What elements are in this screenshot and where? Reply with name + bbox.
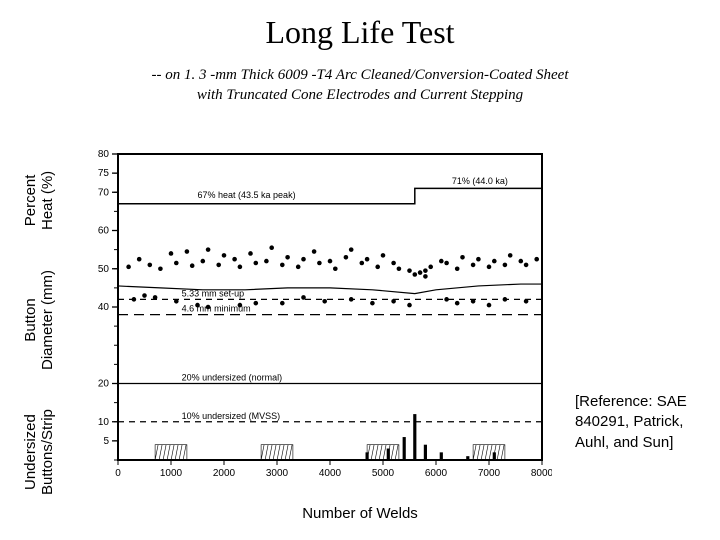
x-label: Number of Welds <box>260 505 460 522</box>
svg-text:67% heat (43.5 ka peak): 67% heat (43.5 ka peak) <box>198 190 296 200</box>
y-label-undersized: UndersizedButtons/Strip <box>22 409 56 495</box>
svg-text:7000: 7000 <box>478 468 501 479</box>
subtitle-line-1: -- on 1. 3 -mm Thick 6009 -T4 Arc Cleane… <box>151 67 568 83</box>
svg-text:50: 50 <box>98 264 110 275</box>
svg-text:60: 60 <box>98 226 110 237</box>
svg-text:80: 80 <box>98 150 110 160</box>
subtitle: -- on 1. 3 -mm Thick 6009 -T4 Arc Cleane… <box>0 51 720 106</box>
svg-text:10: 10 <box>98 417 110 428</box>
svg-text:75: 75 <box>98 168 110 179</box>
svg-text:0: 0 <box>115 468 121 479</box>
y-label-percent-heat: PercentHeat (%) <box>22 171 56 230</box>
chart-svg: 5 10 20 40 50 60 70 75 80 0 1000 2000 3000 4000 5000 60… <box>82 150 552 490</box>
subtitle-line-2: with Truncated Cone Electrodes and Curre… <box>197 87 523 103</box>
svg-text:5: 5 <box>103 436 109 447</box>
svg-text:10% undersized (MVSS): 10% undersized (MVSS) <box>182 411 281 421</box>
svg-text:71% (44.0 ka): 71% (44.0 ka) <box>452 176 508 186</box>
page-title: Long Life Test <box>0 0 720 51</box>
y-label-button-diameter: ButtonDiameter (mm) <box>22 270 56 370</box>
svg-text:40: 40 <box>98 302 110 313</box>
reference-text: [Reference: SAE 840291, Patrick, Auhl, a… <box>575 392 710 453</box>
svg-text:20% undersized (normal): 20% undersized (normal) <box>182 373 283 383</box>
svg-text:20: 20 <box>98 379 110 390</box>
svg-text:8000: 8000 <box>531 468 552 479</box>
svg-text:3000: 3000 <box>266 468 289 479</box>
chart-container: 5 10 20 40 50 60 70 75 80 0 1000 2000 3000 4000 5000 60… <box>82 150 552 490</box>
svg-text:70: 70 <box>98 187 110 198</box>
svg-text:1000: 1000 <box>160 468 183 479</box>
svg-text:2000: 2000 <box>213 468 236 479</box>
svg-text:6000: 6000 <box>425 468 448 479</box>
svg-text:5000: 5000 <box>372 468 395 479</box>
svg-text:4000: 4000 <box>319 468 342 479</box>
